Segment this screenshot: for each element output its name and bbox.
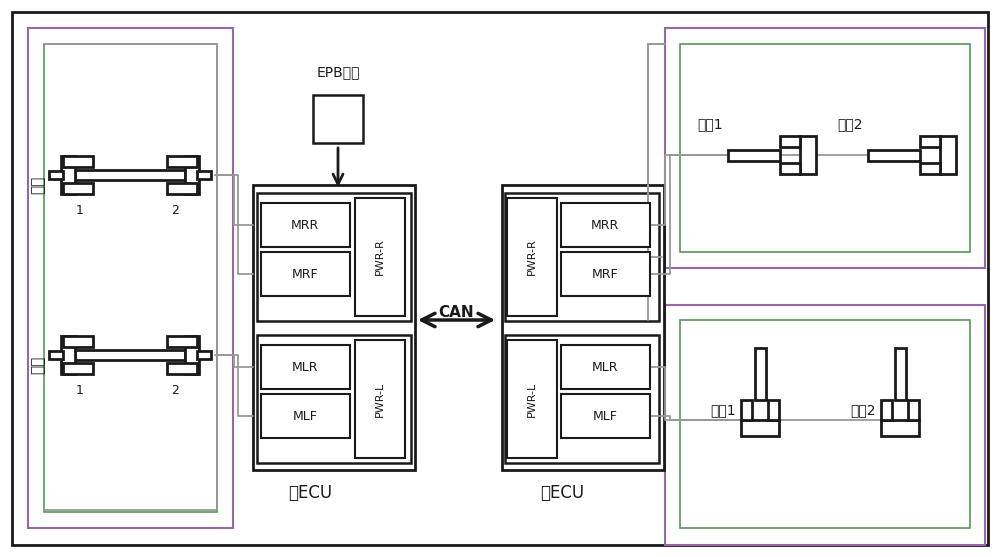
Text: MLF: MLF xyxy=(293,409,317,423)
Bar xyxy=(908,400,919,420)
Bar xyxy=(561,203,650,247)
Bar xyxy=(505,335,659,463)
Text: 左前: 左前 xyxy=(30,356,46,374)
Text: MRR: MRR xyxy=(291,218,319,232)
Text: 副ECU: 副ECU xyxy=(540,484,584,502)
Text: MRF: MRF xyxy=(592,267,618,281)
Text: CAN: CAN xyxy=(438,305,474,320)
Bar xyxy=(780,163,800,174)
Text: 左吀2: 左吀2 xyxy=(850,403,876,417)
Bar xyxy=(768,400,779,420)
Bar xyxy=(257,193,411,321)
Bar xyxy=(680,44,970,252)
Bar xyxy=(63,336,93,347)
Bar xyxy=(868,150,920,161)
Bar xyxy=(49,171,63,179)
Bar xyxy=(561,252,650,296)
Text: 左吀1: 左吀1 xyxy=(710,403,736,417)
Bar xyxy=(741,400,752,420)
Bar xyxy=(253,185,415,470)
Bar xyxy=(63,156,93,167)
Bar xyxy=(881,400,892,420)
Bar xyxy=(61,156,75,194)
Text: MLF: MLF xyxy=(593,409,617,423)
Bar xyxy=(507,340,557,458)
Bar xyxy=(63,183,93,194)
Text: PWR-L: PWR-L xyxy=(527,382,537,417)
Text: MLR: MLR xyxy=(292,360,318,374)
Bar xyxy=(780,136,800,147)
Bar xyxy=(561,345,650,389)
Text: PWR-R: PWR-R xyxy=(527,238,537,275)
Bar xyxy=(728,150,780,161)
Bar xyxy=(665,28,985,268)
Bar xyxy=(167,183,197,194)
Bar xyxy=(167,156,197,167)
Bar xyxy=(895,348,906,400)
Bar xyxy=(313,95,363,143)
Bar xyxy=(257,335,411,463)
Bar xyxy=(75,170,185,180)
Bar xyxy=(755,348,766,400)
Bar xyxy=(167,363,197,374)
Bar xyxy=(355,198,405,316)
Text: 右吀1: 右吀1 xyxy=(697,117,723,131)
Text: MLR: MLR xyxy=(592,360,618,374)
Bar xyxy=(665,305,985,545)
Bar xyxy=(920,136,940,147)
Text: EPB开关: EPB开关 xyxy=(316,65,360,79)
Bar xyxy=(185,336,199,374)
Bar xyxy=(507,198,557,316)
Bar xyxy=(261,252,350,296)
Bar xyxy=(75,350,185,360)
Bar xyxy=(197,171,211,179)
Bar xyxy=(940,136,956,174)
Bar xyxy=(355,340,405,458)
Text: PWR-L: PWR-L xyxy=(375,382,385,417)
Bar xyxy=(920,163,940,174)
Bar xyxy=(167,336,197,347)
Bar xyxy=(185,156,199,194)
Bar xyxy=(741,420,779,436)
Text: 主ECU: 主ECU xyxy=(288,484,332,502)
Bar xyxy=(44,44,217,512)
Text: PWR-R: PWR-R xyxy=(375,238,385,275)
Bar xyxy=(61,336,75,374)
Text: 2: 2 xyxy=(171,384,179,397)
Bar xyxy=(63,363,93,374)
Bar xyxy=(505,193,659,321)
Bar xyxy=(49,351,63,359)
Text: 右前: 右前 xyxy=(30,176,46,194)
Text: 1: 1 xyxy=(76,384,84,397)
Bar xyxy=(680,320,970,528)
Bar xyxy=(261,345,350,389)
Text: MRR: MRR xyxy=(591,218,619,232)
Text: 右吀2: 右吀2 xyxy=(838,117,863,131)
Bar xyxy=(197,351,211,359)
Bar xyxy=(502,185,664,470)
Bar xyxy=(561,394,650,438)
Text: 2: 2 xyxy=(171,203,179,217)
Bar xyxy=(28,28,233,528)
Bar xyxy=(800,136,816,174)
Bar xyxy=(881,420,919,436)
Text: MRF: MRF xyxy=(292,267,318,281)
Bar xyxy=(261,394,350,438)
Bar xyxy=(261,203,350,247)
Text: 1: 1 xyxy=(76,203,84,217)
